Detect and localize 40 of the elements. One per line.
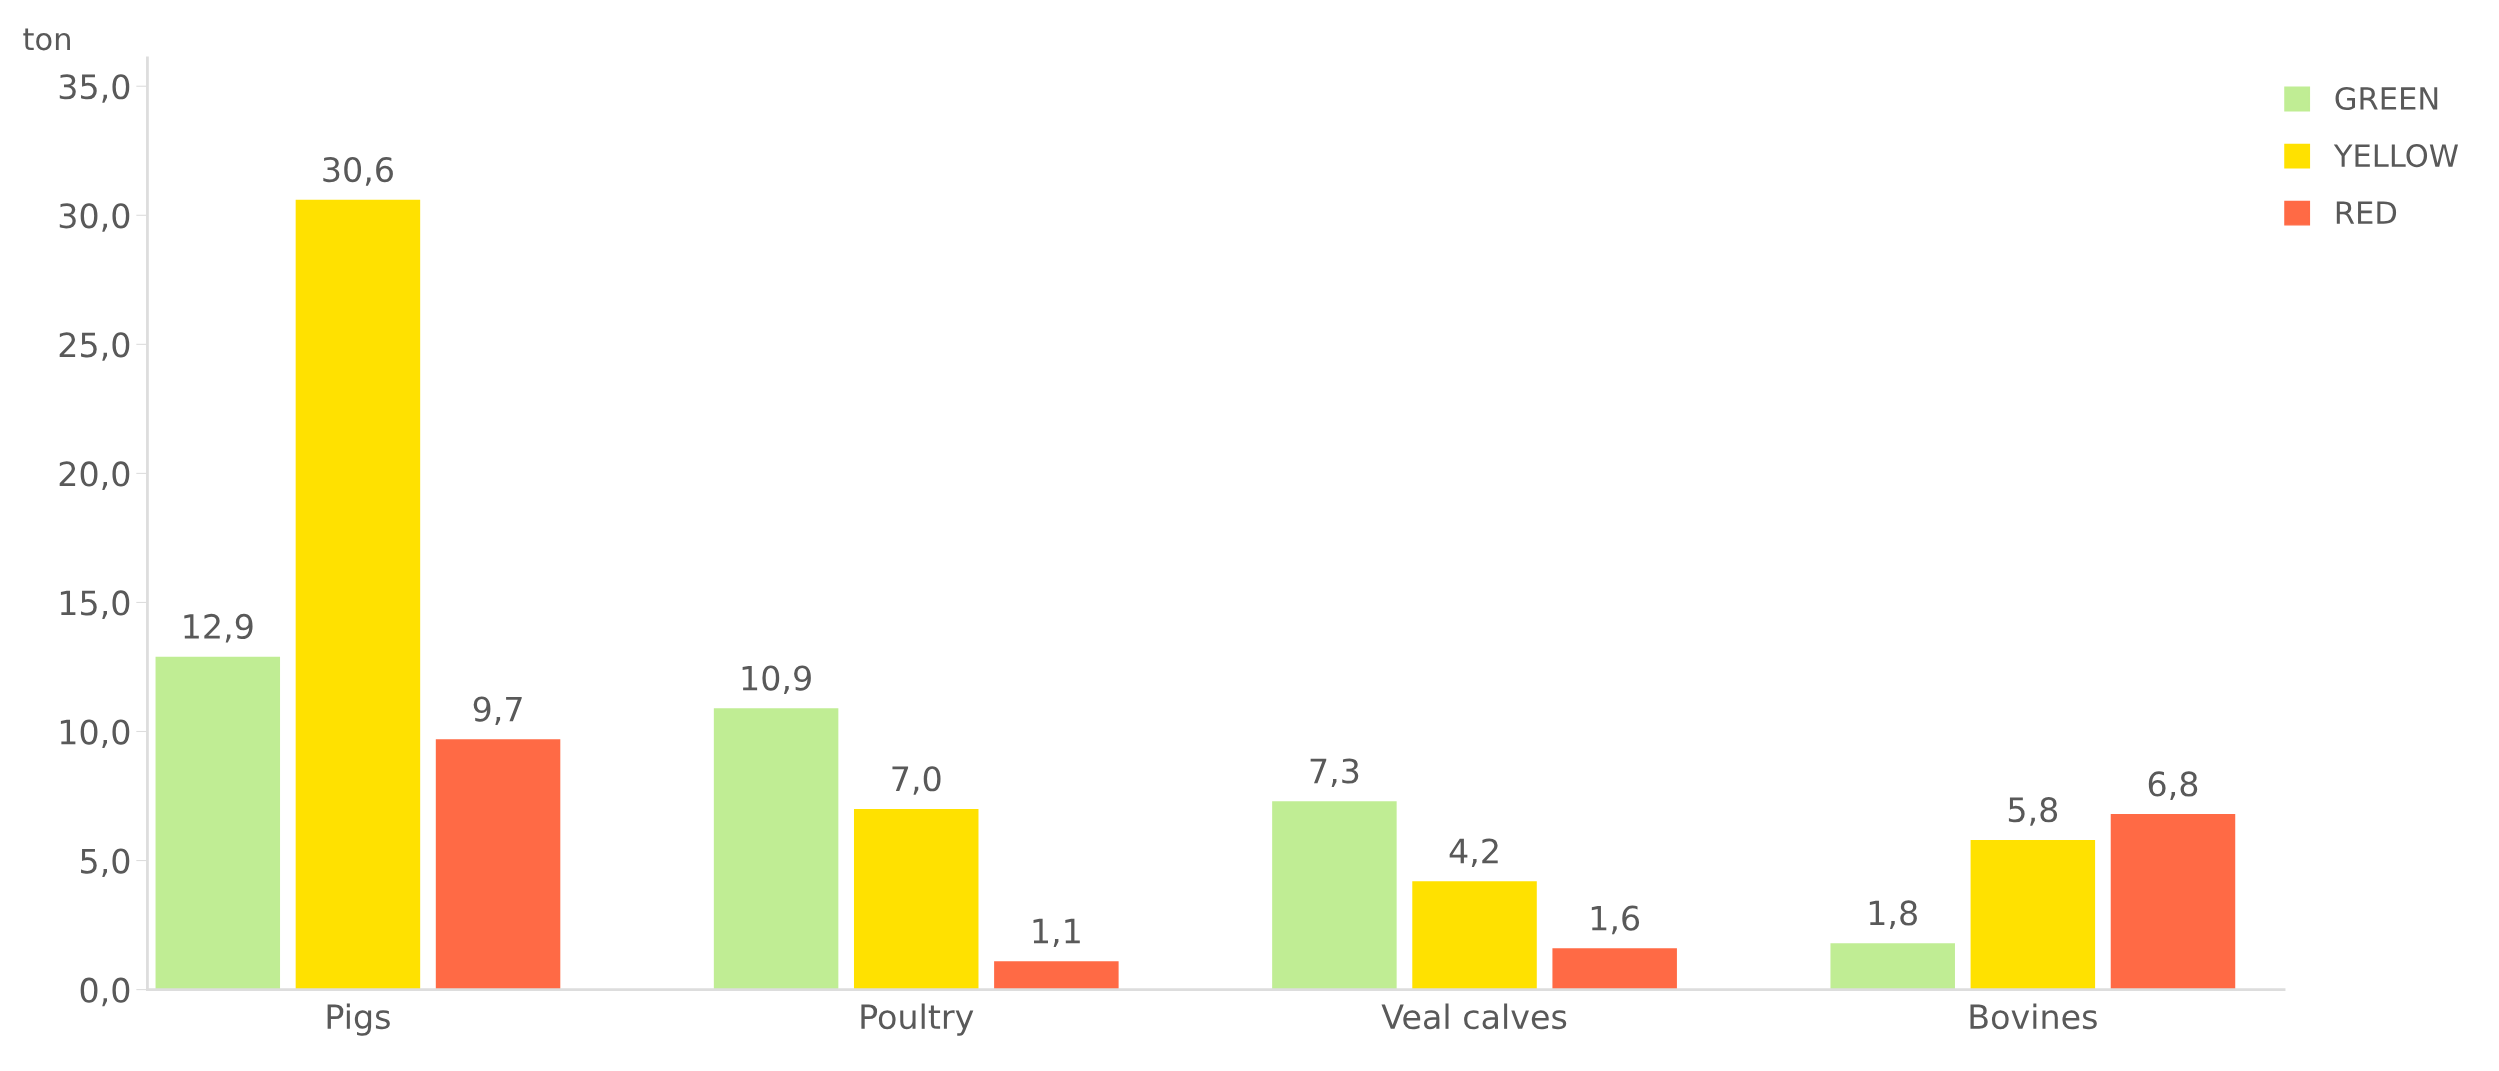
y-tick-label: 35,0 <box>59 74 130 103</box>
bar <box>1830 943 1955 990</box>
data-label: 6,8 <box>2148 771 2198 800</box>
bar <box>713 708 839 990</box>
bar <box>435 739 561 990</box>
bar <box>853 808 979 990</box>
bar <box>1412 881 1537 990</box>
x-tick-label: Poultry <box>861 1003 974 1036</box>
bar <box>1552 948 1677 990</box>
data-label: 5,8 <box>2008 797 2058 826</box>
data-label: 30,6 <box>323 157 393 186</box>
bar <box>1272 801 1397 990</box>
legend-label: GREEN <box>2335 86 2438 111</box>
y-tick-label: 10,0 <box>60 719 130 749</box>
data-label: 7,0 <box>892 766 941 795</box>
y-tick-label: 20,0 <box>59 461 130 490</box>
bar <box>2110 814 2236 990</box>
data-label: 1,6 <box>1591 905 1640 935</box>
y-tick-label: 25,0 <box>59 332 130 361</box>
x-tick-label: Veal calves <box>1381 1003 1567 1030</box>
legend-label: YELLOW <box>2333 144 2458 168</box>
x-tick-label: Bovines <box>1970 1003 2097 1030</box>
legend-label: RED <box>2336 201 2397 224</box>
bar <box>1970 839 2096 990</box>
y-axis-title: ton <box>23 28 70 51</box>
data-label: 7,3 <box>1310 758 1359 788</box>
data-label: 9,7 <box>473 696 522 726</box>
data-label: 10,9 <box>742 665 811 695</box>
data-label: 1,1 <box>1033 918 1080 948</box>
bar <box>994 961 1119 990</box>
bar <box>155 656 281 990</box>
y-tick-label: 15,0 <box>60 590 130 619</box>
y-tick-label: 0,0 <box>80 977 130 1007</box>
y-tick-label: 30,0 <box>59 203 130 232</box>
bar <box>295 199 421 990</box>
data-label: 4,2 <box>1449 838 1498 868</box>
y-tick-label: 5,0 <box>81 848 130 878</box>
x-tick-label: Pigs <box>327 1003 390 1036</box>
data-label: 12,9 <box>184 613 253 643</box>
data-label: 1,8 <box>1869 900 1917 929</box>
